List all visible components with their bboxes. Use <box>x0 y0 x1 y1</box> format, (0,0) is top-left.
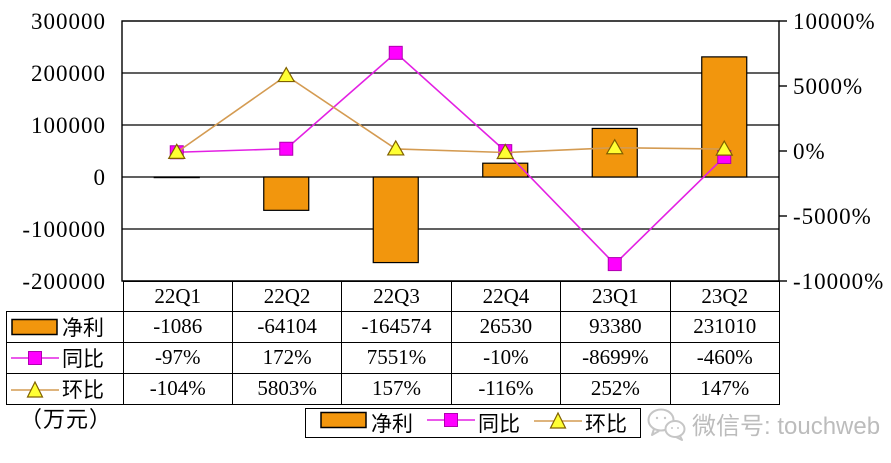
table-cell: -97% <box>122 341 233 374</box>
table-cell: -10% <box>450 341 562 374</box>
triangle-marker-icon <box>11 380 59 398</box>
table-cell: 93380 <box>560 310 671 343</box>
legend-item-yoy: 同比 <box>426 408 520 438</box>
left-axis-tick-label: -200000 <box>22 269 106 294</box>
watermark-text: 微信号: touchweb <box>692 413 881 440</box>
bar-swatch-icon <box>320 411 367 429</box>
qoq-marker-23Q1 <box>605 138 624 155</box>
triangle-marker-icon <box>534 411 582 429</box>
left-axis-tick-label: 200000 <box>31 61 106 86</box>
right-axis-tick-label: -10000% <box>793 269 884 294</box>
series-name: 净利 <box>62 315 104 340</box>
yoy-marker-23Q1 <box>607 257 622 272</box>
yoy-line <box>176 51 725 266</box>
quarter-header-22Q2: 22Q2 <box>231 281 343 312</box>
quarter-header-23Q2: 23Q2 <box>669 281 781 312</box>
quarter-header-22Q4: 22Q4 <box>450 281 562 312</box>
left-axis-tick-label: 100000 <box>31 113 106 138</box>
qoq-marker-22Q3 <box>386 139 405 156</box>
qoq-marker-22Q1 <box>167 143 186 159</box>
table-cell: 172% <box>231 341 343 374</box>
quarter-header-22Q1: 22Q1 <box>122 281 233 312</box>
bar-swatch-icon <box>319 410 369 436</box>
bar-swatch-icon <box>11 318 58 335</box>
series-name: 同比 <box>62 346 104 371</box>
net-profit-bar-23Q2 <box>701 56 748 178</box>
unit-label: （万元） <box>20 407 113 432</box>
table-row: 环比 -104% 5803% 157% -116% 252% 147% <box>6 372 781 405</box>
table-cell: -104% <box>122 372 233 405</box>
legend-label-net-profit: 净利 <box>371 412 413 436</box>
yoy-marker-22Q3 <box>388 45 403 60</box>
table-cell: 231010 <box>669 310 781 343</box>
net-profit-bar-22Q3 <box>372 176 419 264</box>
right-axis-tick-label: 5000% <box>793 74 863 99</box>
series-name: 环比 <box>62 377 104 402</box>
left-axis-tick-label: 0 <box>94 165 107 190</box>
table-header-row: 22Q1 22Q2 22Q3 22Q4 23Q1 23Q2 <box>7 281 781 312</box>
table-row: 同比 -97% 172% 7551% -10% -8699% -460% <box>6 341 781 374</box>
legend-label-qoq: 环比 <box>585 412 627 436</box>
right-axis-tick-label: -5000% <box>793 204 872 229</box>
table-cell: -64104 <box>231 310 343 343</box>
square-marker-icon <box>427 413 475 427</box>
table-row: 净利 -1086 -64104 -164574 26530 93380 231010 <box>6 310 781 343</box>
quarter-header-22Q3: 22Q3 <box>341 281 452 312</box>
legend-label-yoy: 同比 <box>478 412 520 436</box>
left-axis-tick-label: 300000 <box>31 9 106 34</box>
table-cell: -8699% <box>560 341 671 374</box>
table-cell: -164574 <box>341 310 452 343</box>
table-cell: -116% <box>450 372 562 405</box>
data-table: 22Q1 22Q2 22Q3 22Q4 23Q1 23Q2 净利 -1086 -64104 -16… <box>6 281 781 405</box>
chart-legend: 净利 同比 环比 <box>305 408 641 438</box>
table-cell: 26530 <box>450 310 562 343</box>
net-profit-bar-22Q1 <box>153 176 200 179</box>
square-marker-icon <box>11 350 59 365</box>
net-profit-bar-22Q2 <box>263 176 310 211</box>
right-axis-tick-label: 10000% <box>793 9 876 34</box>
table-cell: -1086 <box>122 310 233 343</box>
quarter-header-23Q1: 23Q1 <box>560 281 671 312</box>
table-cell: 7551% <box>341 341 452 374</box>
qoq-marker-23Q2 <box>715 139 734 156</box>
table-cell: 252% <box>560 372 671 405</box>
table-cell: 157% <box>341 372 452 405</box>
row-label-triangle: 环比 <box>6 372 124 405</box>
wechat-icon <box>647 408 686 441</box>
row-label-bar: 净利 <box>6 310 124 343</box>
qoq-marker-22Q4 <box>496 143 515 160</box>
net-profit-bar-22Q4 <box>482 162 529 178</box>
table-cell: 147% <box>669 372 781 405</box>
table-cell: 5803% <box>231 372 343 405</box>
right-axis-tick-label: 0% <box>793 139 826 164</box>
legend-item-net-profit: 净利 <box>319 408 413 438</box>
qoq-line <box>176 74 725 154</box>
watermark: 微信号: touchweb <box>646 406 880 441</box>
square-marker-icon <box>426 410 476 436</box>
yoy-marker-22Q2 <box>279 141 294 156</box>
triangle-marker-icon <box>533 410 583 436</box>
table-corner-cell <box>7 282 124 312</box>
left-axis-tick-label: -100000 <box>22 217 106 242</box>
table-cell: -460% <box>669 341 781 374</box>
qoq-marker-22Q2 <box>277 66 296 83</box>
legend-item-qoq: 环比 <box>533 408 627 438</box>
row-label-square: 同比 <box>6 341 124 374</box>
